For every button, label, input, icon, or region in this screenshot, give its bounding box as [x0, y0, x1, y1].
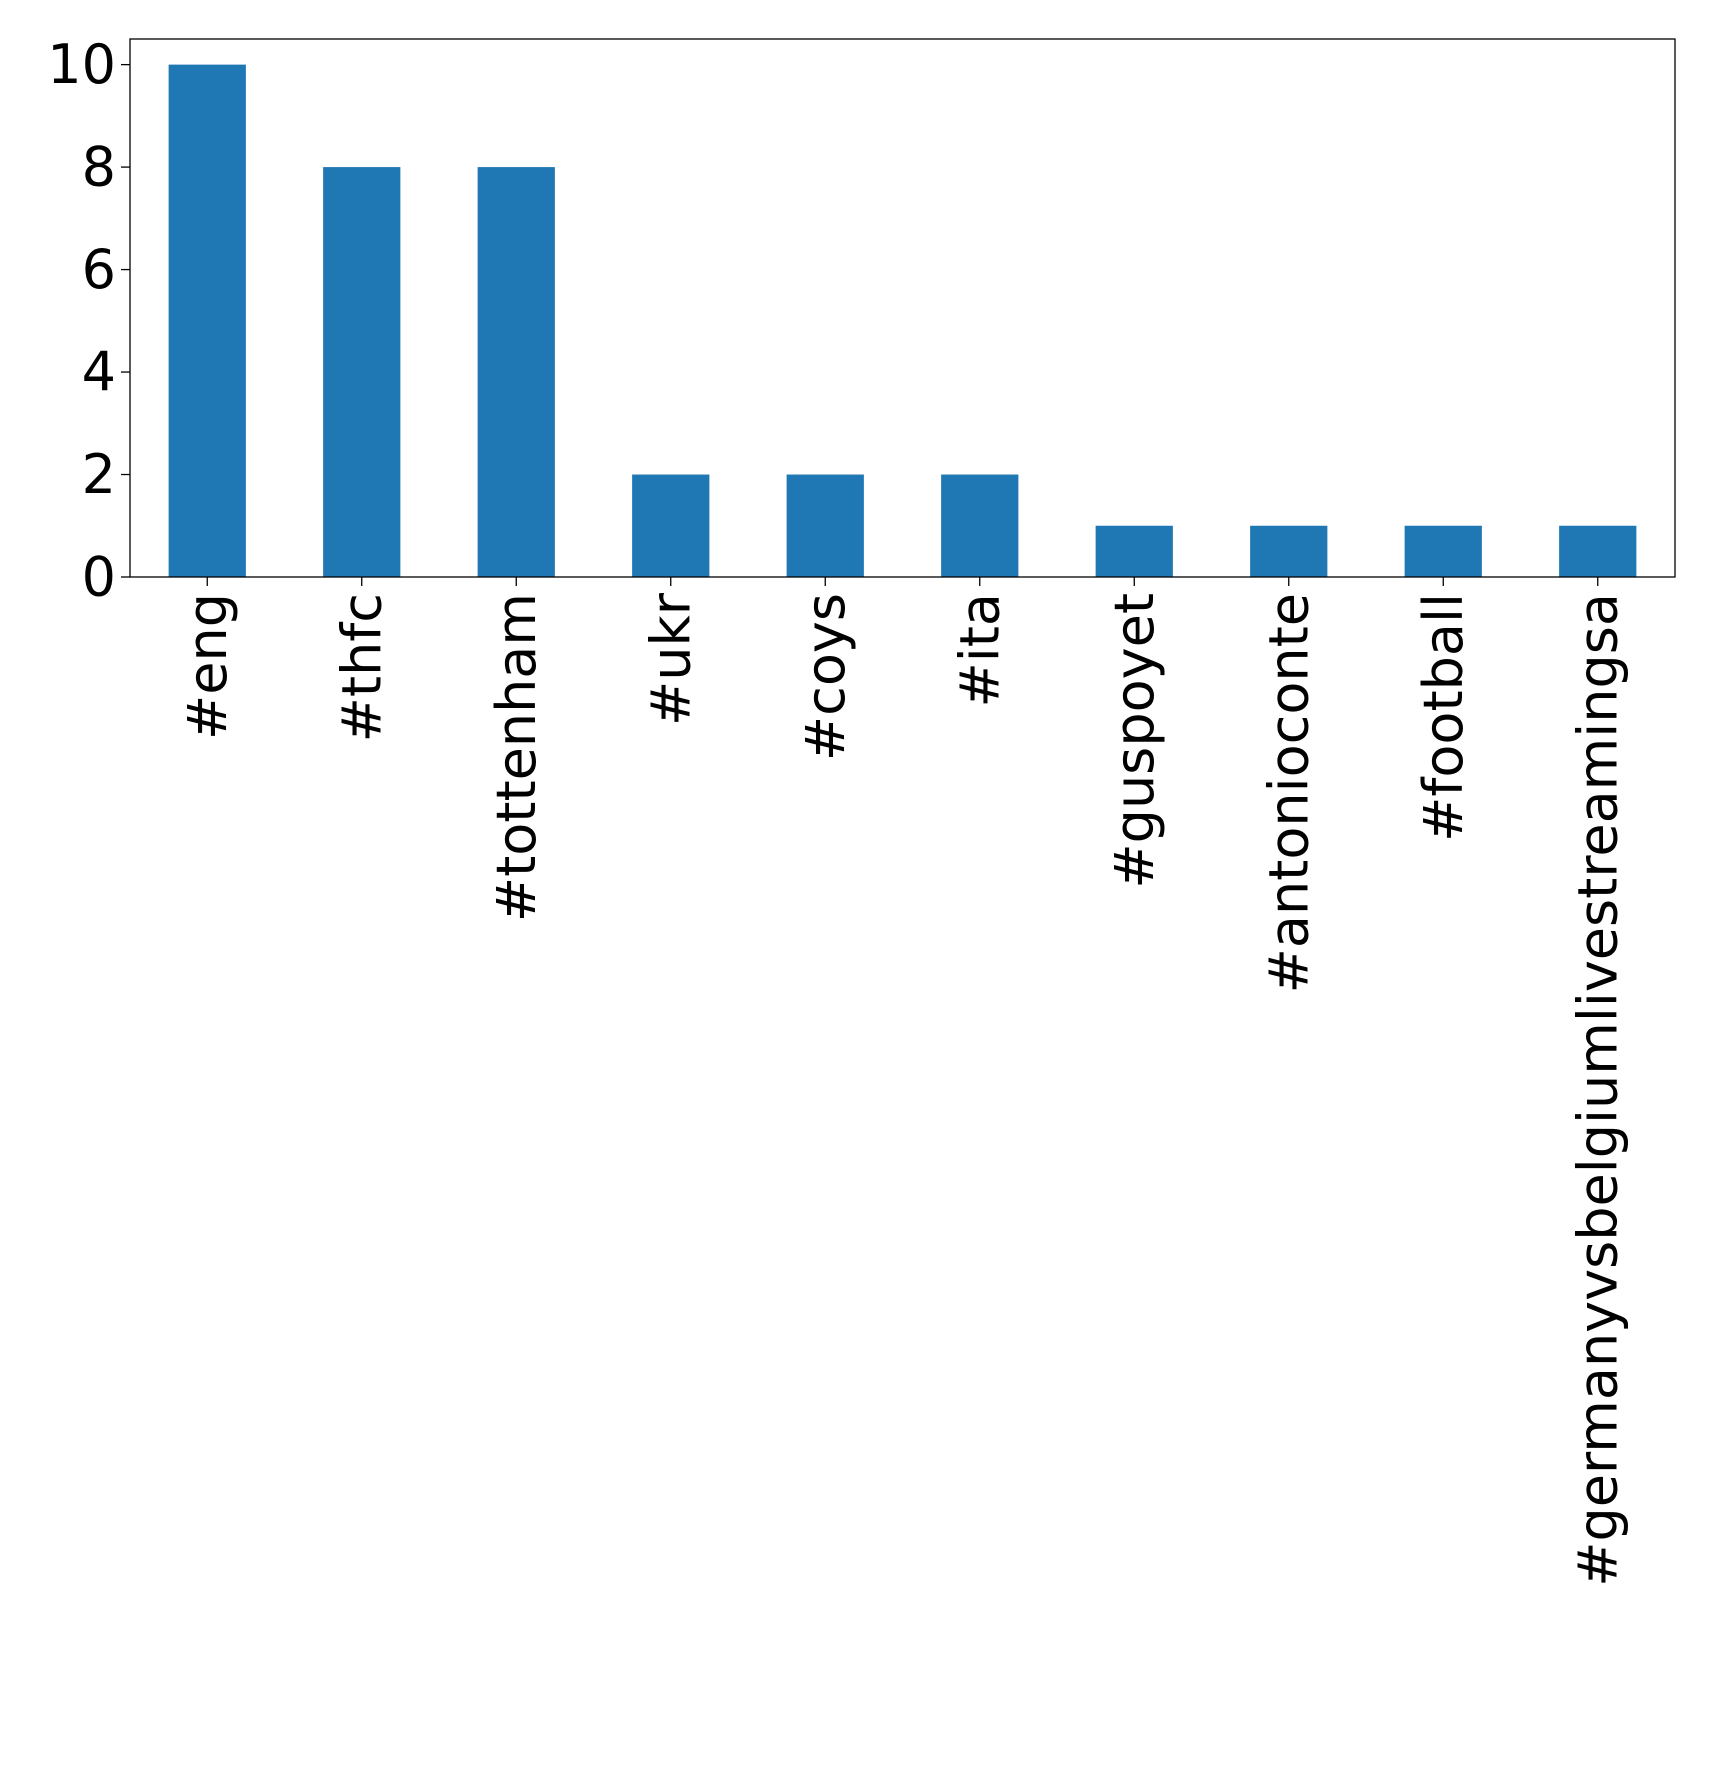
y-tick-label: 10 — [47, 33, 116, 96]
x-tick-label: #ita — [948, 593, 1011, 708]
bar-ukr — [632, 474, 710, 577]
y-tick-label: 0 — [82, 546, 116, 609]
bar-ita — [941, 474, 1019, 577]
bar-tottenham — [477, 167, 555, 577]
bar-thfc — [323, 167, 401, 577]
x-tick-label: #tottenham — [485, 593, 548, 922]
x-axis: #eng #thfc #tottenham #ukr #coys #ita #guspoye… — [176, 577, 1629, 1587]
x-tick-label: #thfc — [330, 593, 393, 742]
y-tick-label: 2 — [82, 443, 116, 506]
x-tick-label: #ukr — [639, 592, 702, 726]
x-tick-label: #germanyvsbelgiumlivestreamingsa — [1566, 593, 1629, 1587]
x-tick-label: #football — [1412, 593, 1475, 842]
bars-group — [168, 64, 1637, 578]
y-tick-label: 6 — [82, 238, 116, 301]
x-tick-label: #eng — [176, 593, 239, 740]
bar-coys — [786, 474, 864, 577]
y-axis: 0 2 4 6 8 10 — [47, 33, 130, 609]
bar-guspoyet — [1095, 525, 1173, 577]
x-tick-label: #coys — [794, 593, 857, 761]
x-tick-label: #antonioconte — [1257, 593, 1320, 993]
bar-antonioconte — [1250, 525, 1328, 577]
bar-football — [1404, 525, 1482, 577]
bar-eng — [168, 64, 246, 578]
y-tick-label: 8 — [82, 136, 116, 199]
y-tick-label: 4 — [82, 341, 116, 404]
plot-frame — [129, 38, 1676, 578]
bar-germanyvsbelgiumlivestreamingsa — [1559, 525, 1637, 577]
x-tick-label: #guspoyet — [1103, 593, 1166, 889]
